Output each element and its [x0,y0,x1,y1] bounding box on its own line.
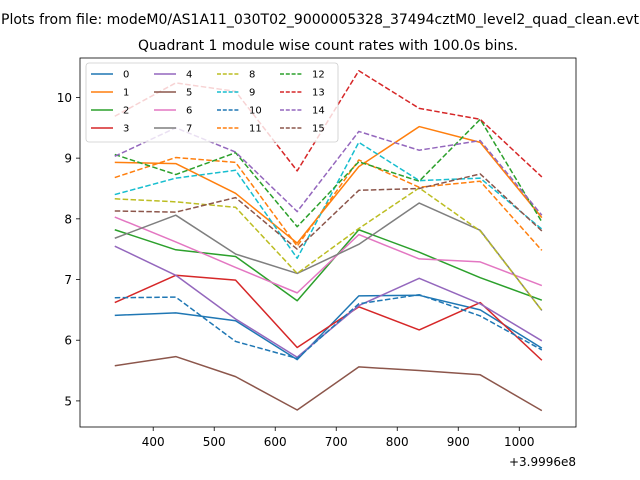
series-line-10 [114,293,543,360]
series-line-6 [114,216,543,294]
legend-label: 8 [249,70,255,81]
y-tick-label: 10 [57,91,72,105]
legend-entry-0: 0 [91,70,129,81]
chart-title: Quadrant 1 module wise count rates with … [138,38,518,54]
series-layer [114,70,543,412]
x-tick-label: 700 [325,435,348,449]
legend-label: 7 [186,124,192,135]
legend-label: 14 [312,106,325,117]
legend-entry-14: 14 [280,106,325,117]
legend-entry-12: 12 [280,70,325,81]
legend-label: 4 [186,70,192,81]
y-tick-label: 7 [64,273,72,287]
x-tick-label: 800 [386,435,409,449]
x-axis-offset-label: +3.9996e8 [509,455,576,469]
legend-entry-2: 2 [91,106,129,117]
legend-entry-1: 1 [91,88,129,99]
legend-entry-10: 10 [217,106,262,117]
figure-suptitle: Plots from file: modeM0/AS1A11_030T02_90… [1,12,639,28]
legend-entry-15: 15 [280,124,325,135]
legend-label: 1 [123,88,129,99]
legend-label: 13 [312,88,325,99]
y-tick-label: 6 [64,334,72,348]
y-tick-label: 8 [64,212,72,226]
x-axis: 400 500 600 700 800 900 1000 [142,427,535,449]
legend-entry-13: 13 [280,88,325,99]
legend-label: 3 [123,124,129,135]
series-line-5 [114,355,543,412]
legend-label: 15 [312,124,325,135]
y-axis: 5 6 7 8 9 10 [57,91,80,408]
series-line-1 [114,125,543,244]
legend-entry-7: 7 [154,124,192,135]
series-line-2 [114,229,543,302]
x-tick-label: 1000 [504,435,535,449]
y-tick-label: 5 [64,394,72,408]
series-line-11 [114,156,543,251]
series-line-7 [114,202,543,311]
series-line-9 [114,141,543,260]
legend-label: 5 [186,88,192,99]
x-tick-label: 500 [203,435,226,449]
series-line-15 [114,173,543,250]
legend-entry-3: 3 [91,124,129,135]
legend-entry-6: 6 [154,106,192,117]
y-tick-label: 9 [64,152,72,166]
legend-frame [85,62,339,143]
legend-label: 6 [186,106,192,117]
legend-label: 10 [249,106,262,117]
x-tick-label: 400 [142,435,165,449]
legend-label: 0 [123,70,129,81]
x-tick-label: 600 [264,435,287,449]
legend-entry-11: 11 [217,124,262,135]
legend-entry-9: 9 [217,88,255,99]
legend-label: 2 [123,106,129,117]
legend-entry-8: 8 [217,70,255,81]
axes-frame [79,57,577,428]
legend-entry-4: 4 [154,70,192,81]
legend-label: 9 [249,88,255,99]
legend-label: 11 [249,124,262,135]
x-tick-label: 900 [447,435,470,449]
legend-label: 12 [312,70,325,81]
series-line-8 [114,187,543,311]
legend-entry-5: 5 [154,88,192,99]
series-line-12 [114,118,543,228]
series-line-3 [114,274,543,361]
